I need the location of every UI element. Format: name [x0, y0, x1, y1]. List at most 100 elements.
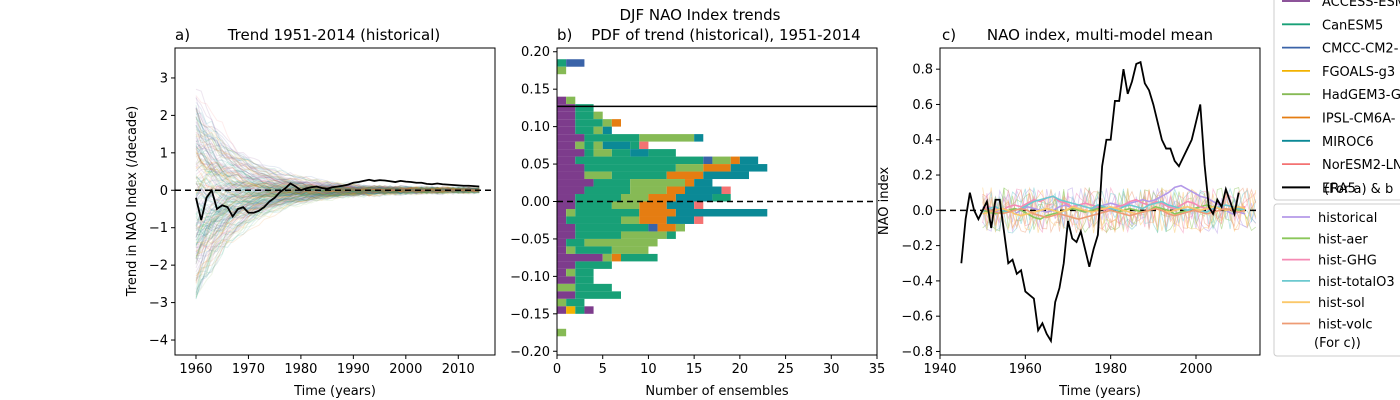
x-tick-label: 1990 [337, 362, 370, 377]
y-tick-label: −0.8 [901, 345, 933, 360]
histogram-bar [566, 216, 621, 224]
histogram-bar [584, 171, 612, 180]
histogram-bar [557, 328, 567, 337]
ensemble-member-line [195, 188, 480, 221]
y-tick-label: 0.8 [912, 63, 933, 78]
ensemble-member-line [195, 189, 480, 259]
ensemble-member-line [195, 135, 480, 194]
histogram-bar [557, 261, 576, 269]
ensemble-member-line [195, 187, 480, 242]
histogram-bar [557, 149, 585, 157]
ensemble-member-line [195, 145, 480, 194]
x-tick-label: 25 [777, 362, 794, 377]
ensemble-member-line [195, 189, 480, 264]
histogram-bar [557, 141, 576, 150]
ensemble-member-line [195, 188, 480, 265]
ensemble-member-line [195, 189, 480, 248]
ensemble-member-line [195, 109, 480, 193]
histogram-bar [575, 156, 704, 165]
histogram-bar [566, 246, 576, 254]
histogram-bar [575, 111, 594, 120]
histogram-bar [557, 298, 567, 307]
y-tick-label: −0.4 [901, 274, 933, 289]
histogram-bar [575, 261, 612, 269]
ensemble-member-line [195, 188, 480, 212]
ensemble-member-line [195, 96, 480, 193]
histogram-bar [639, 134, 695, 142]
histogram-bar [675, 223, 685, 232]
y-tick-label: −0.10 [510, 270, 550, 285]
x-tick-label: 2000 [389, 362, 422, 377]
y-tick-label: 1 [160, 146, 168, 161]
y-tick-label: 0.05 [521, 158, 550, 173]
histogram-bar [639, 201, 667, 209]
histogram-bar [639, 208, 676, 217]
ensemble-member-line [195, 124, 480, 193]
legend-label: CanESM5 [1322, 18, 1383, 33]
ensemble-member-line [195, 188, 480, 225]
histogram-bar [557, 268, 567, 277]
ensemble-member-line [195, 188, 480, 269]
histogram-bar [584, 164, 676, 172]
ensemble-member-line [195, 95, 480, 194]
panel-b-marks [557, 105, 877, 203]
ensemble-member-line [195, 176, 480, 199]
histogram-bar [611, 253, 621, 262]
histogram-bar [593, 111, 603, 120]
legend-label: hist-GHG [1318, 254, 1377, 269]
histogram-bar [566, 238, 585, 247]
era5-index-line [960, 60, 1240, 344]
histogram-bar [566, 298, 585, 307]
histogram-bar [648, 223, 658, 232]
panel-b-bars [557, 59, 768, 337]
ensemble-member-line [195, 187, 480, 238]
ensemble-member-line [195, 188, 480, 258]
ensemble-member-line [195, 144, 480, 192]
ensemble-member-line [195, 178, 480, 206]
y-tick-label: −1 [149, 221, 168, 236]
histogram-bar [584, 134, 640, 142]
histogram-bar [557, 96, 567, 105]
histogram-bar [557, 238, 567, 247]
histogram-bar [593, 141, 603, 150]
legend-experiments-box [1273, 203, 1400, 357]
ensemble-member-line [195, 188, 480, 226]
ensemble-member-line [195, 155, 480, 193]
y-tick-label: −0.6 [901, 310, 933, 325]
histogram-bar [575, 283, 612, 292]
ensemble-member-line [195, 134, 480, 192]
histogram-bar [575, 104, 594, 112]
experiment-mean-line [982, 207, 1246, 220]
legend-models: ACCESS-ESM CanESM5 CMCC-CM2- FGOALS-g3 HadGE… [1273, 0, 1400, 201]
y-tick-label: 0.4 [912, 133, 933, 148]
legend-label: historical [1318, 211, 1377, 226]
ensemble-member-line [195, 128, 480, 192]
histogram-bar [630, 186, 667, 195]
histogram-bar [675, 208, 768, 217]
legend-models-note: (For a) & b [1324, 182, 1393, 197]
panel-b-y-ticks: −0.20 −0.15 −0.10 −0.05 0.00 0.05 0.10 0.15 0.20 [510, 45, 557, 360]
ensemble-member-line [195, 175, 480, 194]
histogram-bar [557, 171, 585, 180]
ensemble-member-line [195, 131, 480, 193]
ensemble-member-line [195, 189, 480, 284]
era5-trend-line [195, 178, 480, 221]
panel-c-frame [939, 47, 1261, 356]
x-tick-label: 1980 [284, 362, 317, 377]
ensemble-member-line [195, 173, 480, 198]
ensemble-member-line [195, 188, 480, 294]
ensemble-member-line [195, 186, 480, 223]
ensemble-member-line [195, 125, 480, 192]
ensemble-member-line [195, 187, 480, 216]
y-tick-label: 0.10 [521, 120, 550, 135]
histogram-bar [621, 231, 667, 239]
legend-label: MIROC6 [1322, 135, 1374, 150]
panel-a-y-ticks: −4 −3 −2 −1 0 1 2 3 [149, 71, 175, 349]
ensemble-member-line [195, 148, 480, 194]
ensemble-member-line [195, 183, 480, 202]
ensemble-member-line [195, 186, 480, 225]
y-tick-label: 2 [160, 109, 168, 124]
y-tick-label: 0.0 [912, 204, 933, 219]
ensemble-member-line [195, 188, 480, 259]
legend-label: ERA5 [1322, 181, 1356, 196]
